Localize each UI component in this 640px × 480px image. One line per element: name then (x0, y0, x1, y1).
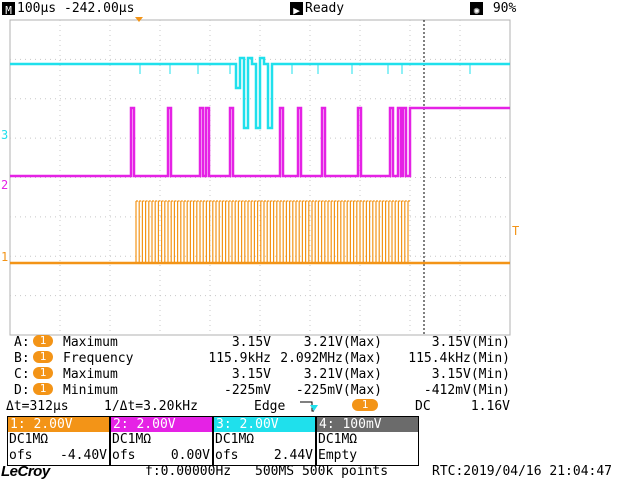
frequency-counter: f:0.00000Hz (145, 464, 232, 479)
channel-badge: 1 (33, 335, 53, 347)
run-state[interactable]: ▶ Ready (290, 0, 344, 17)
channel-2-marker[interactable]: 2 (1, 178, 8, 192)
measurement-row-c[interactable]: C: 1 Maximum 3.15V 3.21V(Max) 3.15V(Min) (14, 366, 510, 383)
measurement-row-a[interactable]: A: 1 Maximum 3.15V 3.21V(Max) 3.15V(Min) (14, 334, 510, 351)
delta-t-readout[interactable]: Δt=312µs (6, 399, 69, 414)
sample-rate[interactable]: 500MS 500k points (255, 464, 389, 479)
delay-value[interactable]: -242.00µs (64, 1, 135, 16)
inverse-delta-t-readout[interactable]: 1/Δt=3.20kHz (104, 399, 198, 414)
status-bar: M 100µs -242.00µs ▶ Ready ✺ 90% (0, 0, 640, 17)
channel-3-descriptor[interactable]: 3: 2.00V DC1MΩ ofs 2.44V (213, 416, 316, 466)
channel-2-descriptor[interactable]: 2: 2.00V DC1MΩ ofs 0.00V (110, 416, 213, 466)
measurement-row-b[interactable]: B: 1 Frequency 115.9kHz 2.092MHz(Max) 11… (14, 350, 510, 367)
channel-1-marker[interactable]: 1 (1, 250, 8, 264)
bottom-status-bar: LeCroy f:0.00000Hz 500MS 500k points RTC… (0, 463, 640, 480)
play-icon: ▶ (290, 2, 303, 17)
channel-1-descriptor[interactable]: 1: 2.00V DC1MΩ ofs -4.40V (7, 416, 110, 466)
channel-3-marker[interactable]: 3 (1, 128, 8, 142)
measurement-row-d[interactable]: D: 1 Minimum -225mV -225mV(Max) -412mV(M… (14, 382, 510, 399)
channel-4-descriptor[interactable]: 4: 100mV DC1MΩ Empty (316, 416, 419, 466)
channel-3-trace (10, 56, 510, 130)
cursor-trigger-row: Δt=312µs 1/Δt=3.20kHz Edge 1 DC 1.16V (0, 399, 640, 415)
timebase-value: 100µs (17, 1, 57, 16)
timebase-readout[interactable]: M 100µs (2, 0, 56, 17)
trigger-level[interactable]: 1.16V (470, 399, 510, 414)
real-time-clock: RTC:2019/04/16 21:04:47 (432, 464, 613, 479)
brightness-readout[interactable]: ✺ 90% (470, 0, 516, 17)
brand-logo: LeCroy (1, 463, 50, 480)
channel-badge: 1 (33, 351, 53, 363)
channel-badge: 1 (33, 383, 53, 395)
trigger-position-marker (135, 17, 143, 22)
trigger-source-badge[interactable]: 1 (352, 399, 378, 411)
brightness-icon: ✺ (470, 2, 483, 17)
channel-2-trace (10, 106, 510, 178)
run-state-label: Ready (305, 1, 345, 16)
horizontal-menu-icon: M (2, 2, 15, 17)
channel-1-trace (10, 200, 510, 265)
trigger-coupling[interactable]: DC (415, 399, 431, 414)
brightness-value: 90% (492, 1, 517, 16)
trigger-level-marker[interactable]: T (512, 224, 519, 238)
channel-badge: 1 (33, 367, 53, 379)
trigger-edge-icon (300, 399, 330, 420)
trigger-type[interactable]: Edge (254, 399, 286, 414)
